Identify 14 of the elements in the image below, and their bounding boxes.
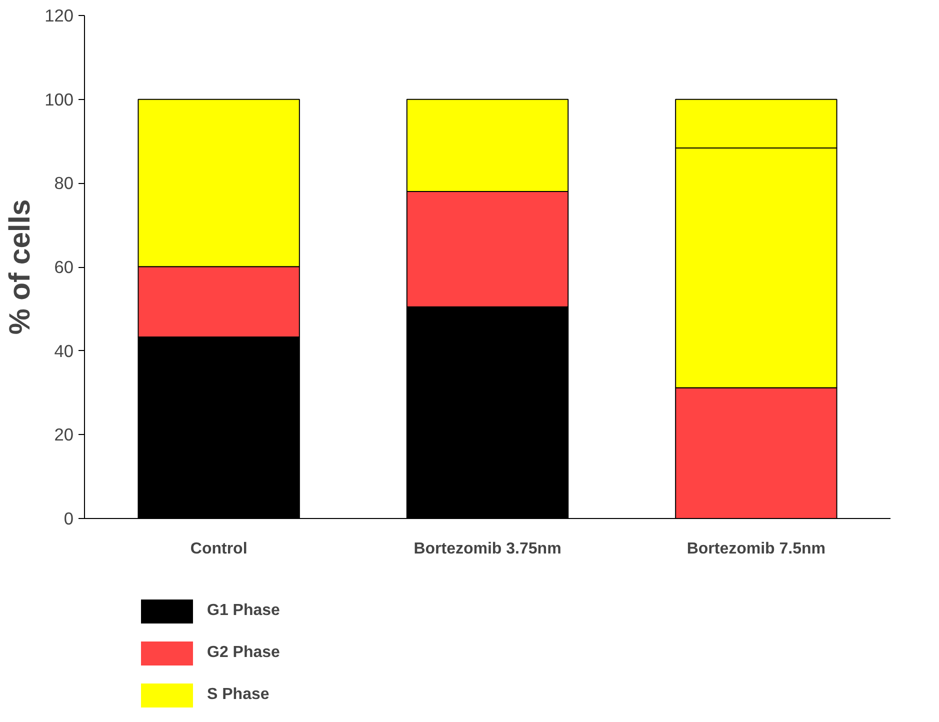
y-axis-title: % of cells [4, 199, 37, 335]
y-tick-label: 20 [54, 424, 74, 445]
x-tick-label: Bortezomib 3.75nm [414, 540, 562, 558]
y-tick-label: 0 [64, 508, 74, 528]
y-tick-label: 40 [54, 340, 74, 361]
y-tick-label: 80 [54, 173, 74, 194]
y-tick-label: 120 [44, 6, 74, 26]
legend-label: S Phase [207, 685, 270, 705]
legend-label: G2 Phase [207, 643, 280, 663]
x-tick-label: Bortezomib 7.5nm [686, 540, 826, 558]
legend-label: G1 Phase [207, 601, 280, 621]
y-tick-label: 100 [44, 89, 74, 110]
y-tick-label: 60 [54, 257, 74, 277]
x-tick-label: Control [190, 540, 248, 558]
